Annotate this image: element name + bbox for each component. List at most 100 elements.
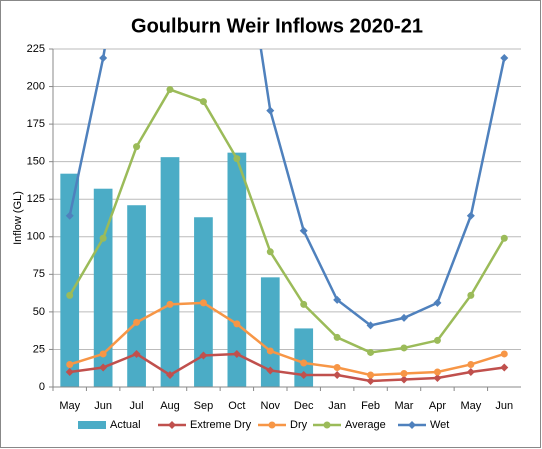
line (68, 88, 506, 354)
line (69, 301, 505, 377)
legend-item: Extreme Dry (158, 419, 252, 431)
point (367, 371, 375, 379)
point (199, 98, 207, 106)
legend-marker (323, 421, 331, 429)
x-tick-label: Aug (160, 400, 180, 412)
point (266, 347, 274, 355)
line (68, 49, 506, 327)
x-tick-label: Mar (395, 400, 414, 412)
point (500, 234, 508, 242)
point (166, 86, 174, 94)
point (400, 369, 408, 377)
y-tick-label: 150 (27, 156, 45, 168)
point (366, 321, 375, 330)
line (69, 352, 505, 383)
point (232, 349, 241, 358)
y-tick-label: 200 (27, 80, 45, 92)
point (99, 54, 108, 63)
y-tick-label: 175 (27, 118, 45, 130)
point (65, 367, 74, 376)
point (500, 350, 508, 358)
bar (93, 188, 113, 387)
point (233, 155, 241, 163)
point (433, 298, 442, 307)
point (133, 143, 141, 151)
legend-item: Wet (398, 419, 449, 431)
point (466, 367, 475, 376)
x-tick-label: Jun (495, 400, 513, 412)
point (233, 320, 241, 328)
x-tick-label: Jan (328, 400, 346, 412)
point (199, 351, 208, 360)
point (367, 348, 375, 356)
point (400, 313, 408, 322)
bars (60, 152, 314, 387)
x-tick-label: Dec (294, 400, 314, 412)
point (466, 211, 475, 220)
y-tick-label: 50 (33, 306, 45, 318)
point (199, 299, 207, 307)
point (299, 226, 308, 235)
legend-marker (168, 421, 176, 429)
point (99, 363, 108, 372)
point (300, 300, 308, 308)
point (333, 333, 341, 341)
point (333, 295, 342, 304)
point (366, 376, 375, 385)
point (333, 363, 341, 371)
legend-label: Average (345, 419, 386, 431)
bar (127, 205, 146, 387)
bar (260, 277, 280, 387)
legend-item: Average (313, 419, 386, 431)
y-tick-label: 100 (27, 231, 45, 243)
lines (65, 49, 509, 385)
x-tick-label: Jun (94, 400, 112, 412)
y-tick-label: 125 (27, 193, 45, 205)
x-tick-label: May (460, 400, 481, 412)
point (467, 291, 475, 299)
point (400, 375, 408, 384)
point (166, 370, 174, 379)
point (433, 373, 442, 382)
point (266, 106, 275, 115)
legend-swatch (78, 421, 106, 429)
legend: Actual Extreme Dry Dry Average Wet (78, 419, 449, 431)
point (500, 363, 509, 372)
bar (60, 173, 80, 387)
y-tick-label: 225 (27, 43, 45, 55)
legend-marker (268, 421, 276, 429)
legend-item: Actual (78, 419, 141, 431)
point (433, 336, 441, 344)
y-tick-label: 75 (33, 268, 45, 280)
point (132, 349, 141, 358)
point (66, 360, 74, 368)
chart-title: Goulburn Weir Inflows 2020-21 (131, 15, 423, 37)
point (166, 300, 174, 308)
y-tick-label: 25 (33, 343, 45, 355)
x-tick-label: Nov (261, 400, 281, 412)
axes: 0 25 50 75 100 125 150 175 200 225 May Jun Jul Aug Sep… (27, 43, 521, 412)
x-tick-label: Apr (429, 400, 446, 412)
point (300, 359, 308, 367)
x-tick-label: Jul (130, 400, 144, 412)
point (467, 360, 475, 368)
x-tick-label: Sep (194, 400, 214, 412)
legend-label: Wet (430, 419, 449, 431)
x-tick-label: Oct (228, 400, 245, 412)
point (266, 248, 274, 256)
legend-label: Dry (290, 419, 308, 431)
legend-label: Extreme Dry (190, 419, 252, 431)
point (333, 370, 342, 379)
legend-item: Dry (258, 419, 308, 431)
y-tick-label: 0 (39, 381, 45, 393)
bar (160, 157, 180, 387)
point (99, 234, 107, 242)
bar (294, 328, 314, 387)
y-axis-label: Inflow (GL) (12, 191, 24, 245)
point (266, 366, 275, 375)
point (299, 370, 308, 379)
point (500, 54, 509, 63)
x-tick-label: Feb (361, 400, 380, 412)
